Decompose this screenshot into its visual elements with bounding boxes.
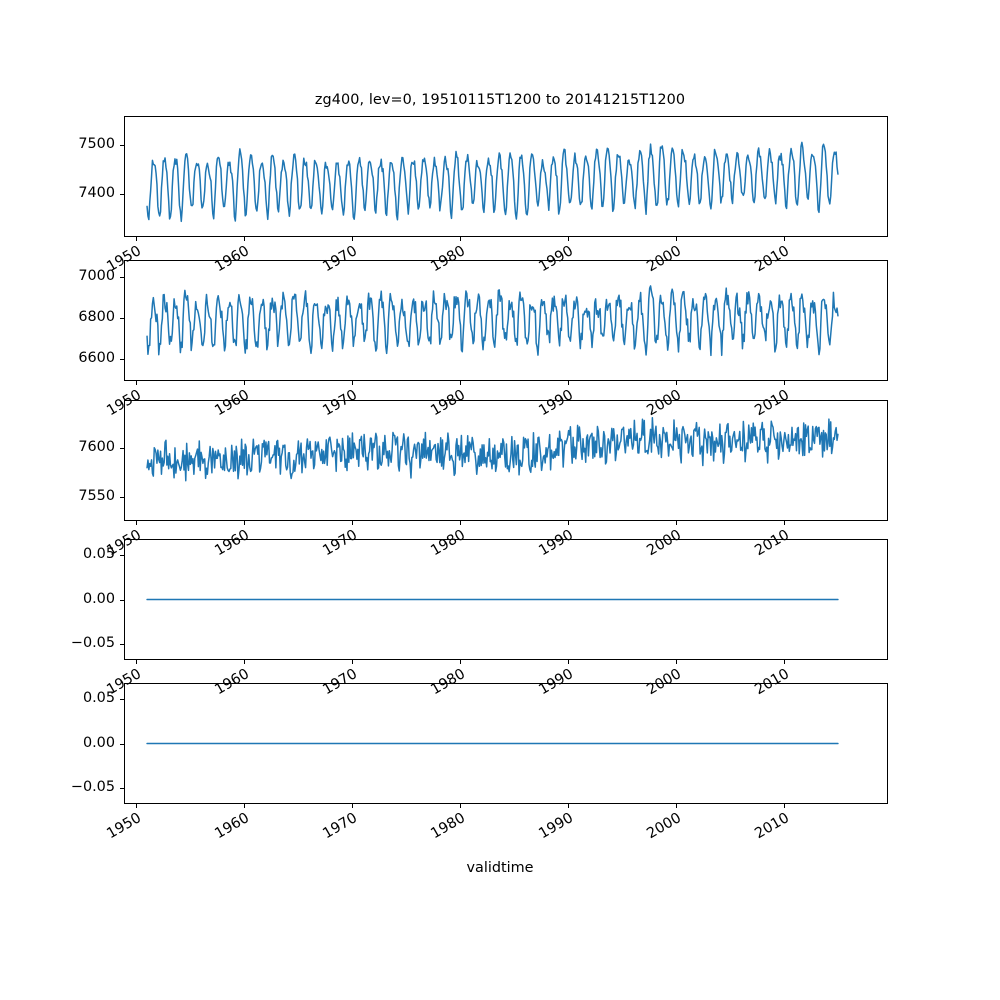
x-tick-mark [136,660,137,664]
plot-area-fieldmean [146,141,839,223]
x-tick-mark [352,381,353,385]
x-tick-label: 1990 [536,810,577,843]
x-tick-mark [460,660,461,664]
y-tick-label: 0.00 [82,590,115,607]
x-tick-mark [244,660,245,664]
x-tick-mark [136,804,137,808]
x-axis-label: validtime [466,860,534,876]
x-tick-mark [352,237,353,241]
x-tick-mark [676,804,677,808]
x-tick-mark [460,237,461,241]
x-tick-mark [460,521,461,525]
x-tick-label: 1950 [104,810,144,843]
x-tick-label: 1960 [212,810,252,843]
y-tick-mark [120,788,124,789]
x-tick-label: 1980 [428,810,469,843]
y-tick-label: −0.05 [70,778,115,795]
y-tick-mark [120,448,124,449]
subplot-nummasked [124,539,888,660]
subplot-fieldmin [124,260,888,381]
x-tick-label: 2000 [644,810,685,843]
x-tick-mark [784,660,785,664]
y-tick-mark [120,145,124,146]
x-tick-mark [352,660,353,664]
x-tick-mark [568,660,569,664]
x-tick-mark [136,521,137,525]
x-tick-label: 2010 [752,810,793,843]
plot-area-nummasked [146,598,839,601]
data-line-fieldmean [146,141,839,223]
subplot-fieldmax [124,400,888,521]
data-line-fieldmax [146,416,839,482]
x-tick-mark [676,237,677,241]
y-tick-mark [120,277,124,278]
y-tick-mark [120,194,124,195]
x-tick-mark [568,237,569,241]
y-tick-label: 6600 [78,350,115,367]
x-tick-mark [676,521,677,525]
x-tick-mark [784,521,785,525]
x-tick-mark [784,237,785,241]
x-tick-mark [784,804,785,808]
y-tick-mark [120,318,124,319]
x-tick-mark [352,521,353,525]
x-tick-mark [244,804,245,808]
x-tick-mark [568,804,569,808]
subplot-fieldmean [124,116,888,237]
x-tick-mark [244,237,245,241]
x-tick-mark [352,804,353,808]
y-tick-mark [120,359,124,360]
x-tick-mark [568,521,569,525]
y-tick-label: 7550 [78,488,115,505]
y-tick-label: 6800 [78,308,115,325]
y-tick-label: 7000 [78,267,115,284]
x-tick-mark [676,381,677,385]
y-tick-mark [120,644,124,645]
y-tick-label: 7500 [78,135,115,152]
subplot-numnan [124,683,888,804]
x-tick-mark [136,381,137,385]
plot-area-fieldmin [146,285,839,357]
x-tick-mark [676,660,677,664]
x-tick-mark [460,804,461,808]
y-tick-label: −0.05 [70,634,115,651]
x-tick-mark [460,381,461,385]
y-tick-mark [120,600,124,601]
y-tick-label: 0.05 [82,546,115,563]
figure-title: zg400, lev=0, 19510115T1200 to 20141215T… [314,92,686,108]
y-tick-label: 7400 [78,184,115,201]
x-tick-label: 1970 [320,810,360,843]
y-tick-label: 7600 [78,439,115,456]
x-tick-mark [568,381,569,385]
y-tick-label: 0.05 [82,690,115,707]
y-tick-mark [120,744,124,745]
data-line-fieldmin [146,285,839,357]
y-tick-label: 0.00 [82,734,115,751]
y-tick-mark [120,699,124,700]
plot-area-fieldmax [146,416,839,482]
x-tick-mark [244,521,245,525]
x-tick-mark [136,237,137,241]
y-tick-mark [120,555,124,556]
y-tick-mark [120,497,124,498]
x-tick-mark [244,381,245,385]
x-tick-mark [784,381,785,385]
plot-area-numnan [146,742,839,745]
